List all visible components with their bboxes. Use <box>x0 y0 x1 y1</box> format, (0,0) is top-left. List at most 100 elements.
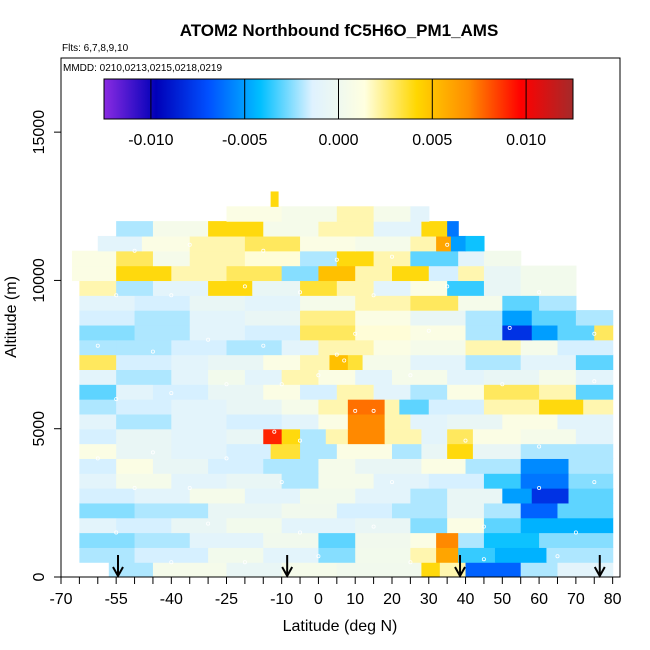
heatmap-cell <box>79 443 117 459</box>
sample-point <box>500 382 505 387</box>
heatmap-cell <box>520 354 577 370</box>
heatmap-cell <box>465 354 522 370</box>
heatmap-cell <box>399 399 430 415</box>
heatmap-cell <box>568 473 614 489</box>
heatmap-cell <box>134 295 191 311</box>
heatmap-cell <box>355 310 411 326</box>
sample-point <box>445 242 450 247</box>
heatmap-cell <box>252 280 301 296</box>
heatmap-cell <box>436 532 459 548</box>
y-tick-label: 0 <box>31 572 48 581</box>
heatmap-cell <box>208 369 246 385</box>
heatmap-cell <box>410 517 448 534</box>
sample-point <box>353 408 358 413</box>
heatmap-cell <box>208 547 264 563</box>
sample-point <box>279 382 284 387</box>
heatmap-cell <box>171 428 228 445</box>
sample-point <box>316 554 321 559</box>
sample-point <box>389 480 394 485</box>
sample-point <box>537 485 542 490</box>
heatmap-cell <box>436 547 459 563</box>
x-tick-label: 10 <box>346 591 364 608</box>
x-tick-label: -40 <box>160 591 183 608</box>
sample-point <box>224 456 229 461</box>
heatmap-cell <box>336 250 375 267</box>
heatmap-cell <box>410 324 467 341</box>
heatmap-cell <box>300 235 356 252</box>
heatmap-cell <box>189 532 264 548</box>
heatmap-cell <box>373 221 423 237</box>
heatmap-cell <box>281 502 338 519</box>
heatmap-cell <box>171 354 209 370</box>
heatmap-cell <box>458 547 496 563</box>
heatmap-cell <box>520 473 570 489</box>
heatmap-cell <box>300 428 327 445</box>
heatmap-cell <box>373 384 411 400</box>
heatmap-cell <box>465 235 485 252</box>
sample-point <box>114 530 119 535</box>
heatmap-cell <box>329 354 349 370</box>
x-tick-label: 80 <box>604 591 622 608</box>
heatmap-cell <box>134 324 191 341</box>
heatmap-cell <box>281 413 320 430</box>
heatmap-cell <box>116 399 172 415</box>
sample-point <box>342 358 347 363</box>
heatmap-cell <box>244 235 301 252</box>
colorbar-tick-label: -0.005 <box>222 132 267 149</box>
heatmap-cell <box>355 369 393 385</box>
sample-point <box>371 293 376 298</box>
heatmap-cell <box>410 384 448 400</box>
heatmap-cell <box>79 354 117 370</box>
heatmap-cell <box>465 339 522 356</box>
heatmap-cell <box>208 502 283 519</box>
x-tick-label: -70 <box>49 591 72 608</box>
heatmap-cell <box>557 502 614 519</box>
sample-point <box>592 331 597 336</box>
heatmap-cell <box>226 517 283 534</box>
heatmap-cell <box>428 399 485 415</box>
heatmap-cell <box>134 310 191 326</box>
heatmap-cell <box>189 324 246 341</box>
heatmap-cell <box>263 532 320 548</box>
heatmap-cell <box>447 517 485 534</box>
sample-point <box>206 337 211 342</box>
heatmap-cell <box>531 324 559 341</box>
heatmap-cell <box>97 235 143 252</box>
heatmap-cell <box>134 547 209 563</box>
heatmap-cell <box>226 428 264 445</box>
heatmap-cell <box>483 473 522 489</box>
colorbar-tick-label: -0.010 <box>128 132 173 149</box>
heatmap-cell <box>300 443 338 459</box>
heatmap-cell <box>208 221 264 237</box>
heatmap-cell <box>116 458 154 474</box>
heatmap-cell <box>410 310 467 326</box>
heatmap-cell <box>263 547 320 563</box>
heatmap-cell <box>189 250 246 267</box>
heatmap-cell <box>318 473 375 489</box>
heatmap-cell <box>355 235 411 252</box>
heatmap-cell <box>171 399 228 415</box>
heatmap-cell <box>300 354 331 370</box>
heatmap-cell <box>116 250 154 267</box>
heatmap-cell <box>428 473 485 489</box>
chart-title: ATOM2 Northbound fC5H6O_PM1_AMS <box>180 21 499 40</box>
heatmap-cell <box>79 458 117 474</box>
heatmap-cell <box>318 532 356 548</box>
sample-point <box>408 373 413 378</box>
heatmap-cell <box>347 413 386 430</box>
sample-point <box>242 284 247 289</box>
heatmap-cell <box>79 547 136 563</box>
heatmap-cell <box>300 488 356 504</box>
heatmap-cell <box>458 295 503 311</box>
heatmap-cell <box>79 324 136 341</box>
heatmap-cell <box>384 413 411 430</box>
sample-point <box>297 290 302 295</box>
heatmap-cell <box>546 547 614 563</box>
x-tick-label: 0 <box>314 591 323 608</box>
sample-point <box>150 450 155 455</box>
x-tick-label: -55 <box>105 591 128 608</box>
heatmap-cell <box>134 488 191 504</box>
heatmap-cell <box>244 250 301 267</box>
plot-frame <box>60 57 621 578</box>
sample-point <box>272 429 277 434</box>
